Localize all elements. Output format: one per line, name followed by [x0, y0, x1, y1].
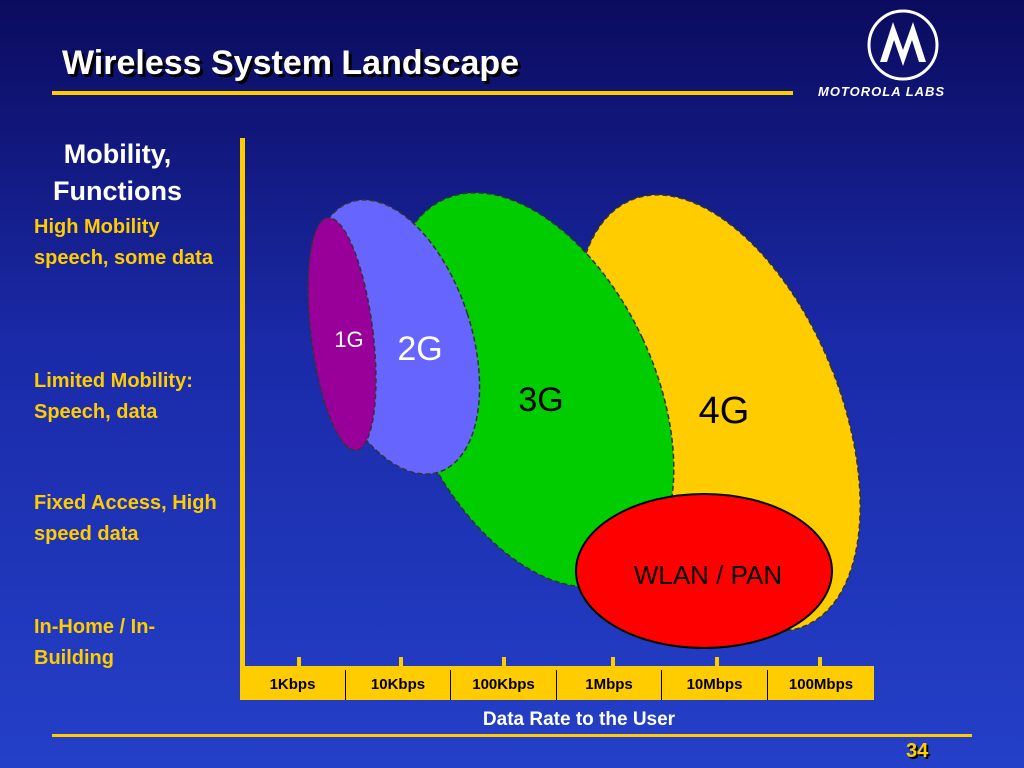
x-tick-label-1kbps: 1Kbps — [240, 670, 346, 700]
x-tick — [715, 657, 719, 669]
region-1g — [307, 217, 377, 451]
x-tick-label-100kbps: 100Kbps — [451, 670, 557, 700]
x-tick-label-1mbps: 1Mbps — [557, 670, 662, 700]
title-underline — [52, 91, 793, 95]
y-axis-line — [240, 138, 245, 666]
x-tick-label-10mbps: 10Mbps — [662, 670, 768, 700]
y-label-fixed-access: Fixed Access, High speed data — [34, 492, 217, 545]
x-tick — [611, 657, 615, 669]
logo-text: MOTOROLA LABS — [818, 84, 946, 99]
region-3g-label: 3G — [518, 381, 563, 419]
y-label-limited-mobility: Limited Mobility: Speech, data — [34, 370, 193, 423]
region-4g-label: 4G — [699, 390, 750, 432]
footer-rule — [52, 734, 972, 737]
y-label-high-mobility: High Mobility speech, some data — [34, 216, 213, 269]
region-2g-label: 2G — [397, 330, 442, 368]
x-axis-baseline — [240, 666, 874, 670]
x-tick-label-100mbps: 100Mbps — [768, 670, 874, 700]
y-label-in-home: In-Home / In-Building — [34, 616, 156, 669]
motorola-logo-icon — [867, 9, 939, 81]
x-tick — [297, 657, 301, 669]
x-tick — [502, 657, 506, 669]
y-axis-title: Mobility, Functions — [53, 139, 182, 206]
region-wlan-pan — [575, 493, 833, 649]
page-title: Wireless System Landscape — [62, 44, 520, 82]
region-1g-label: 1G — [334, 327, 363, 352]
x-tick-label-10kbps: 10Kbps — [346, 670, 451, 700]
x-axis-title: Data Rate to the User — [482, 709, 676, 730]
x-tick — [399, 657, 403, 669]
x-tick — [818, 657, 822, 669]
region-wlan-pan-label: WLAN / PAN — [634, 560, 782, 590]
slide-number: 34 — [906, 740, 929, 762]
